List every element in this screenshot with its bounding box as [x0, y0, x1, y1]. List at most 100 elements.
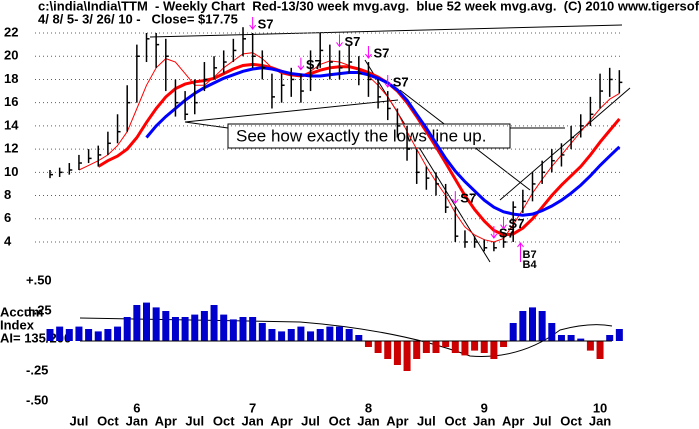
accum-bar [413, 341, 421, 359]
y-tick-label: 12 [4, 141, 18, 156]
accum-bar [403, 341, 411, 371]
x-tick-label: Jan [126, 413, 148, 428]
accum-bar [162, 311, 170, 341]
signal-arrow [517, 242, 524, 262]
accum-bar [461, 341, 469, 356]
trend-line [184, 99, 399, 123]
accum-bar [567, 335, 575, 341]
accum-bar [133, 305, 141, 341]
x-tick-label: Apr [386, 413, 408, 428]
accum-bar [65, 329, 73, 341]
accum-bar [316, 329, 324, 341]
accum-bar [152, 307, 160, 341]
y-tick-label: 20 [4, 48, 18, 63]
chart-subtitle: 4/ 8/ 5- 3/ 26/ 10 - Close= $17.75 [38, 11, 238, 26]
accum-bar [529, 307, 536, 341]
x-year-label: 10 [593, 400, 607, 415]
accum-bar [229, 319, 237, 341]
accum-bar [287, 329, 295, 341]
trend-line [499, 87, 631, 201]
panel-label: Index [0, 317, 35, 332]
accum-bar [374, 341, 382, 353]
accum-bar [249, 317, 257, 341]
accum-bar [422, 341, 430, 353]
y-tick-label: 6 [4, 210, 11, 225]
trend-line [149, 24, 623, 38]
accum-bar [432, 341, 440, 353]
accum-bar [268, 329, 276, 341]
signal-arrow [500, 216, 507, 230]
accum-bar [490, 341, 498, 359]
accum-bar [586, 341, 594, 351]
x-tick-label: Apr [502, 413, 524, 428]
signal-label: B4 [523, 259, 538, 271]
x-year-label: 8 [365, 400, 372, 415]
accum-bar [114, 326, 122, 341]
accum-bar [345, 329, 353, 341]
accum-bar [596, 341, 604, 359]
x-tick-label: Jan [589, 413, 611, 428]
trend-line [299, 321, 613, 357]
accum-bar [615, 329, 623, 341]
x-tick-label: Jul [301, 413, 320, 428]
x-tick-label: Oct [329, 413, 351, 428]
signal-label: S7 [393, 74, 409, 89]
accum-bar [393, 341, 401, 365]
y-tick-label: 18 [4, 71, 18, 86]
accum-bar [355, 335, 363, 341]
y-tick-label: 22 [4, 24, 18, 39]
x-tick-label: Oct [444, 413, 466, 428]
signal-label: S7 [373, 45, 389, 60]
accum-bar [364, 341, 372, 347]
accum-bar [56, 326, 64, 341]
signal-arrow [297, 57, 305, 71]
accum-bar [336, 326, 343, 341]
y-tick-label: +.25 [26, 302, 52, 317]
accum-bar [471, 341, 479, 351]
signal-arrow [384, 75, 392, 88]
accum-bar [480, 341, 488, 353]
accum-bar [451, 341, 459, 353]
x-tick-label: Apr [270, 413, 292, 428]
signal-arrow [336, 34, 343, 48]
accum-bar [538, 311, 546, 341]
annotation: See how exactly the lows line up. [236, 126, 486, 145]
trend-line [79, 317, 301, 323]
accum-bar [442, 341, 450, 347]
signal-arrow [490, 225, 498, 239]
accum-bar [557, 335, 565, 341]
accum-bar [123, 317, 131, 341]
signal-label: B7 [523, 249, 537, 261]
accum-bar [519, 311, 527, 341]
y-tick-label: -.50 [26, 392, 48, 407]
x-tick-label: Jul [533, 413, 552, 428]
annotation-box [227, 123, 511, 149]
signal-label: S7 [499, 225, 515, 240]
x-tick-label: Jan [357, 413, 379, 428]
y-tick-label: -.25 [26, 362, 48, 377]
chart-title: c:\india\India\TTM - Weekly Chart Red-13… [38, 0, 699, 13]
signal-label: S7 [460, 191, 476, 206]
accum-bar [75, 326, 83, 341]
trend-line [184, 121, 229, 129]
accum-bar [307, 331, 315, 341]
accum-bar [297, 326, 305, 341]
accum-bar [210, 305, 218, 341]
signal-arrow [451, 191, 459, 204]
accum-bar [171, 317, 179, 341]
x-tick-label: Oct [97, 413, 119, 428]
y-tick-label: 14 [4, 117, 19, 132]
accum-bar [220, 314, 228, 341]
accum-bar [200, 311, 208, 341]
y-tick-label: 8 [4, 187, 11, 202]
y-tick-label: 4 [4, 233, 12, 248]
accum-bar [384, 341, 392, 359]
accum-bar [326, 326, 334, 341]
accum-bar [606, 335, 614, 341]
accum-bar [181, 317, 189, 341]
x-year-label: 7 [249, 400, 256, 415]
y-tick-label: +.50 [26, 272, 52, 287]
accum-bar [548, 323, 556, 341]
signal-label: S7 [258, 16, 274, 31]
